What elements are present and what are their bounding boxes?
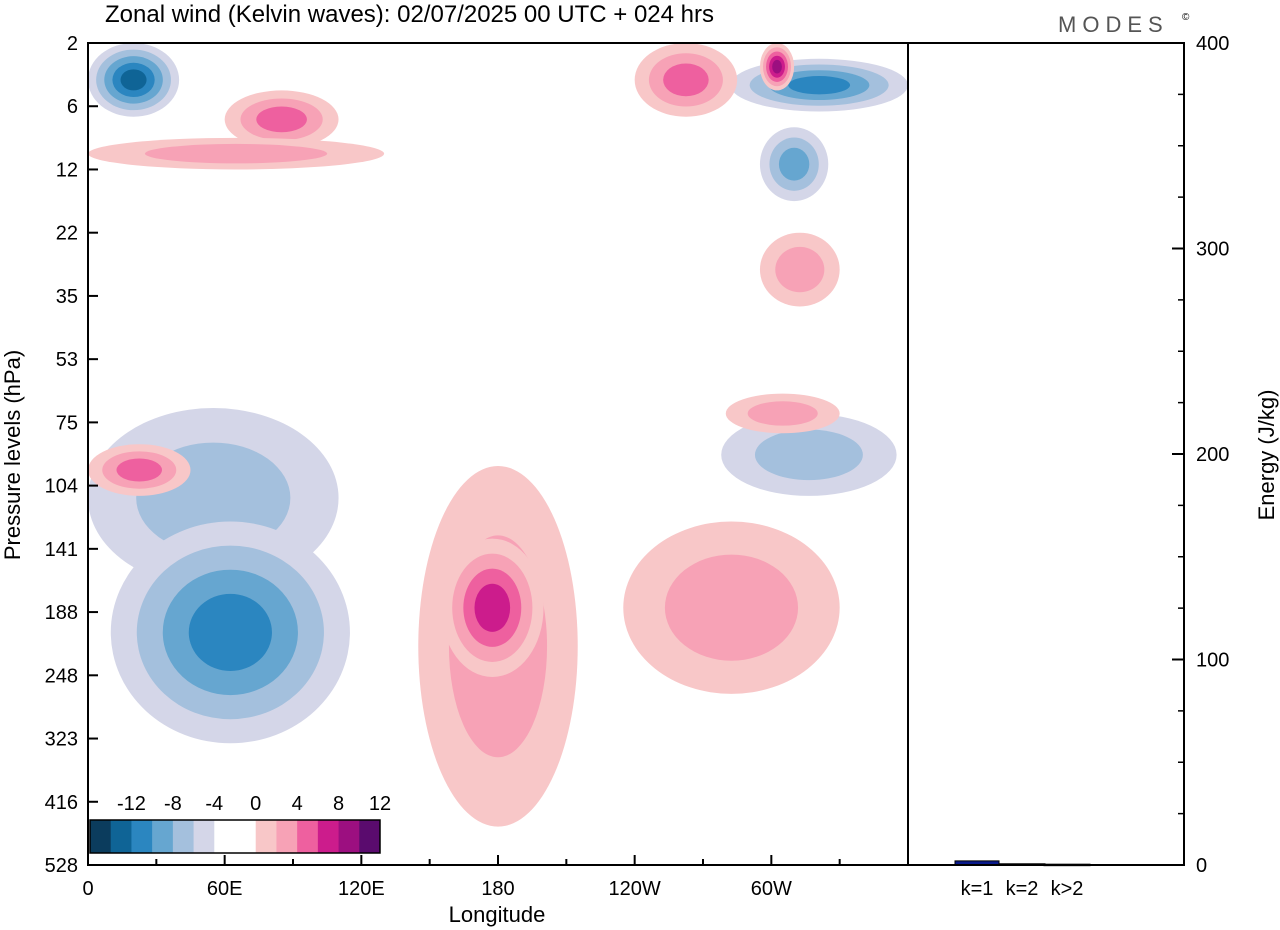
heatmap-region-9-level-2 [116,458,163,482]
heatmap-field [87,42,909,827]
heatmap-region-2-level-4 [772,59,782,74]
chart-title: Zonal wind (Kelvin waves): 02/07/2025 00… [105,1,714,28]
energy-frame [907,42,1185,866]
y-tick-label: 248 [45,665,78,687]
heatmap-region-0-level-4 [120,69,147,91]
heatmap-region-15-level-1 [747,401,818,426]
colorbar-swatch [338,820,360,853]
energy-axis-label: Energy (J/kg) [1254,390,1279,521]
y-tick-label: 6 [67,96,78,118]
heatmap-region-7-level-1 [775,246,825,293]
colorbar-label: 8 [333,793,344,815]
energy-tick-label: 400 [1196,33,1229,55]
y-tick-label: 2 [67,33,78,55]
colorbar-swatch [297,820,319,853]
heatmap-region-4-level-2 [256,106,307,133]
y-tick-label: 75 [56,412,78,434]
colorbar-swatch [317,820,340,853]
colorbar-swatch [214,820,236,853]
colorbar-swatch [152,820,174,853]
y-tick-label: 323 [45,729,78,751]
y-tick-label: 22 [56,223,78,245]
colorbar-swatch [131,820,153,853]
heatmap-region-14-level-1 [754,429,863,481]
y-axis-label: Pressure levels (hPa) [0,350,25,560]
colorbar-label: 4 [292,793,303,815]
colorbar-label: -8 [164,793,182,815]
energy-tick-label: 300 [1196,239,1229,261]
colorbar-swatch [359,820,381,853]
x-tick-label: 120E [338,878,385,900]
x-axis-label: Longitude [449,902,546,927]
energy-bar-label: k=2 [1006,878,1039,900]
logo-mark: © [1182,12,1190,23]
colorbar-swatch [235,820,257,853]
colorbar-label: 0 [250,793,261,815]
colorbar-frame [89,819,381,854]
energy-bar-label: k>2 [1051,878,1084,900]
colorbar-swatch [172,820,195,853]
colorbar-label: 12 [369,793,391,815]
heatmap-region-1-level-3 [788,75,851,95]
energy-tick-label: 0 [1196,855,1207,877]
y-tick-label: 528 [45,855,78,877]
x-tick-label: 60W [751,878,792,900]
heatmap-region-10-level-3 [188,593,272,671]
colorbar: -12 -8 -4 0 4 8 12 [89,793,391,854]
energy-tick-label: 200 [1196,444,1229,466]
y-tick-label: 416 [45,792,78,814]
colorbar-label: -12 [117,793,146,815]
y-tick-label: 188 [45,602,78,624]
x-tick-label: 180 [481,878,514,900]
colorbar-swatch [255,820,277,853]
heatmap-region-12-level-3 [474,583,511,632]
x-tick-label: 0 [82,878,93,900]
x-tick-label: 60E [207,878,243,900]
y-tick-label: 12 [56,159,78,181]
colorbar-label: -4 [205,793,223,815]
y-tick-label: 35 [56,286,78,308]
heatmap-region-5-level-1 [144,143,328,164]
colorbar-swatch [110,820,132,853]
colorbar-swatch [276,820,298,853]
modes-logo: MODES [1058,12,1169,37]
y-tick-label: 53 [56,349,78,371]
y-tick-label: 104 [45,476,78,498]
colorbar-swatch [90,820,112,853]
energy-tick-label: 100 [1196,650,1229,672]
energy-bar-label: k=1 [961,878,994,900]
heatmap-region-6-level-2 [778,147,810,181]
heatmap-region-3-level-2 [663,63,709,97]
energy-bars: k=1 k=2 k>2 [954,860,1091,900]
x-tick-label: 120W [609,878,661,900]
heatmap-region-13-level-1 [664,554,799,661]
colorbar-swatch [193,820,215,853]
y-tick-label: 141 [45,539,78,561]
